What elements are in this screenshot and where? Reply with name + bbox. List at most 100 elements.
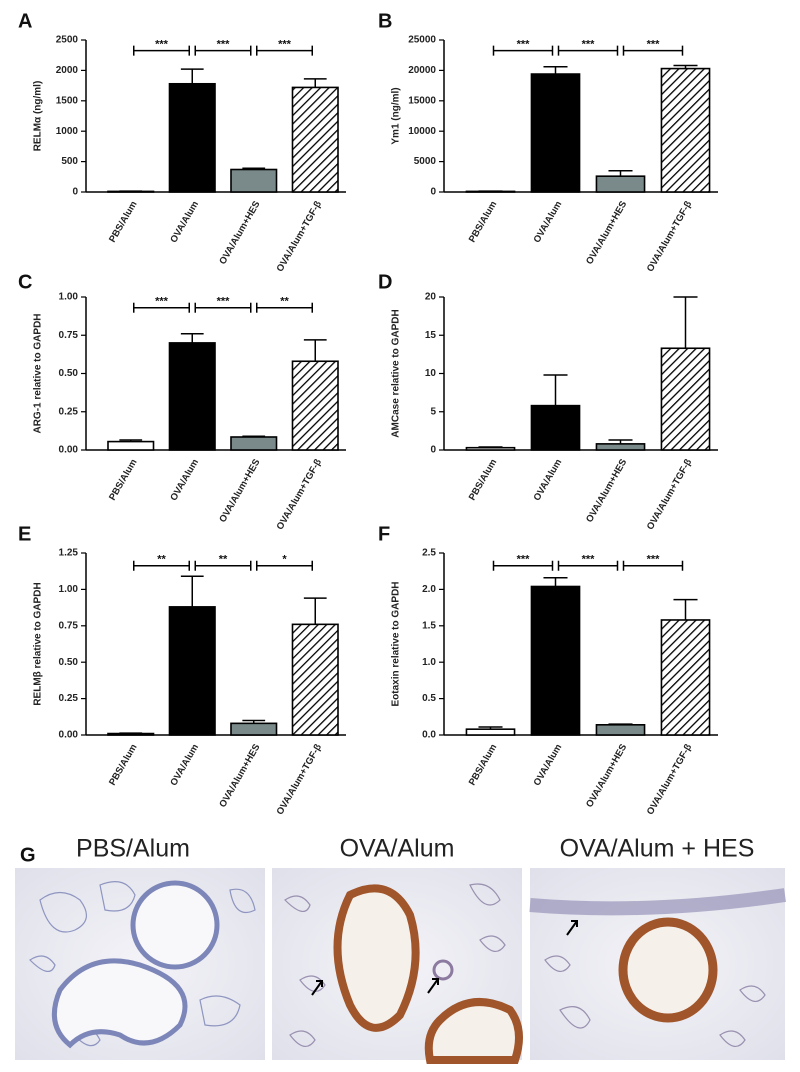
y-tick-label: 0.5 <box>422 693 436 704</box>
x-tick-label: PBS/Alum <box>107 199 139 244</box>
x-tick-label: PBS/Alum <box>467 742 499 787</box>
bar <box>660 67 711 193</box>
bar <box>595 724 646 736</box>
x-tick-label: OVA/Alum+HES <box>584 742 629 809</box>
bar <box>291 360 339 451</box>
y-tick-label: 20 <box>425 292 437 303</box>
x-tick-label: PBS/Alum <box>467 457 499 502</box>
bar <box>465 190 516 193</box>
y-tick-label: 0.50 <box>59 657 79 668</box>
y-tick-label: 1.00 <box>59 584 79 595</box>
bar <box>107 190 155 193</box>
y-tick-label: 500 <box>61 156 78 167</box>
panel-label: G <box>20 844 36 866</box>
y-tick-label: 2.5 <box>422 548 436 559</box>
micrograph <box>272 868 523 1064</box>
significance: *** <box>582 554 596 566</box>
y-tick-label: 2500 <box>56 35 79 46</box>
y-tick-label: 1.25 <box>59 548 79 559</box>
image-title: OVA/Alum + HES <box>560 835 755 863</box>
significance: *** <box>647 554 661 566</box>
x-tick-label: OVA/Alum+HES <box>217 742 262 809</box>
x-tick-label: OVA/Alum+HES <box>217 457 262 524</box>
y-tick-label: 0 <box>430 445 436 456</box>
y-tick-label: 1500 <box>56 95 79 106</box>
significance: *** <box>155 39 169 51</box>
y-tick-label: 10000 <box>408 126 436 137</box>
significance: *** <box>517 554 531 566</box>
y-axis-label: RELMβ relative to GAPDH <box>33 582 44 705</box>
significance: ** <box>157 554 166 566</box>
panel-label: B <box>378 10 392 32</box>
x-tick-label: OVA/Alum+HES <box>217 199 262 266</box>
bar <box>660 347 711 451</box>
bar <box>230 436 278 451</box>
y-axis-label: ARG-1 relative to GAPDH <box>33 313 44 433</box>
x-tick-label: OVA/Alum <box>532 199 565 245</box>
x-tick-label: OVA/Alum+TGF-β <box>275 742 325 817</box>
x-tick-label: OVA/Alum <box>168 199 201 245</box>
x-tick-label: PBS/Alum <box>467 199 499 244</box>
y-tick-label: 1.5 <box>422 620 436 631</box>
y-tick-label: 2000 <box>56 65 79 76</box>
y-tick-label: 0.25 <box>59 693 79 704</box>
bar <box>291 86 339 193</box>
panel-label: A <box>18 10 32 32</box>
bar <box>660 619 711 736</box>
x-tick-label: OVA/Alum+TGF-β <box>275 199 325 274</box>
y-tick-label: 0 <box>72 187 78 198</box>
bar <box>530 585 581 736</box>
micrograph <box>15 868 265 1060</box>
y-tick-label: 20000 <box>408 65 436 76</box>
panel-label: D <box>378 271 392 293</box>
x-tick-label: OVA/Alum+TGF-β <box>645 199 695 274</box>
significance: *** <box>155 296 169 308</box>
y-tick-label: 25000 <box>408 35 436 46</box>
y-axis-label: Ym1 (ng/ml) <box>391 87 402 144</box>
x-tick-label: OVA/Alum+TGF-β <box>645 742 695 817</box>
panel-label: E <box>18 523 31 545</box>
bar <box>168 82 216 193</box>
image-title: OVA/Alum <box>340 835 455 863</box>
y-axis-label: AMCase relative to GAPDH <box>391 309 402 437</box>
bar <box>595 443 646 451</box>
significance: *** <box>517 39 531 51</box>
bar <box>168 606 216 736</box>
x-tick-label: OVA/Alum <box>168 457 201 503</box>
significance: *** <box>278 39 292 51</box>
significance: ** <box>219 554 228 566</box>
y-axis-label: Eotaxin relative to GAPDH <box>391 581 402 706</box>
bar <box>530 73 581 193</box>
significance: ** <box>280 296 289 308</box>
significance: *** <box>582 39 596 51</box>
y-tick-label: 15 <box>425 330 437 341</box>
x-tick-label: OVA/Alum+TGF-β <box>645 457 695 532</box>
x-tick-label: OVA/Alum <box>532 457 565 503</box>
bar <box>530 404 581 451</box>
y-tick-label: 0.00 <box>59 445 79 456</box>
significance: *** <box>217 39 231 51</box>
y-tick-label: 15000 <box>408 95 436 106</box>
y-tick-label: 0.50 <box>59 368 79 379</box>
bar <box>168 342 216 451</box>
y-tick-label: 10 <box>425 368 437 379</box>
x-tick-label: PBS/Alum <box>107 457 139 502</box>
y-tick-label: 0.0 <box>422 730 436 741</box>
bar <box>107 440 155 451</box>
y-axis-label: RELMα (ng/ml) <box>33 81 44 152</box>
x-tick-label: PBS/Alum <box>107 742 139 787</box>
y-tick-label: 0.00 <box>59 730 79 741</box>
image-title: PBS/Alum <box>76 835 190 863</box>
bar <box>465 446 516 451</box>
x-tick-label: OVA/Alum+TGF-β <box>275 457 325 532</box>
significance: *** <box>647 39 661 51</box>
bar <box>291 623 339 736</box>
bar <box>465 728 516 736</box>
y-tick-label: 2.0 <box>422 584 436 595</box>
bar <box>230 168 278 193</box>
panel-label: F <box>378 523 390 545</box>
micrograph <box>529 868 787 1060</box>
y-tick-label: 1.00 <box>59 292 79 303</box>
